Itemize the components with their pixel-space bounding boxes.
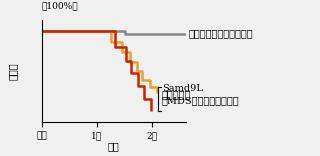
Text: （MDSや白血病で死亡）: （MDSや白血病で死亡）: [162, 96, 239, 105]
X-axis label: 年齢: 年齢: [108, 142, 119, 151]
Text: Samd9L: Samd9L: [162, 84, 203, 93]
Text: （100%）: （100%）: [42, 1, 78, 10]
Text: 正常マウス（死なない）: 正常マウス（死なない）: [189, 29, 253, 38]
Text: 欠損マウス: 欠損マウス: [162, 90, 191, 99]
Text: 生存率: 生存率: [8, 62, 17, 80]
